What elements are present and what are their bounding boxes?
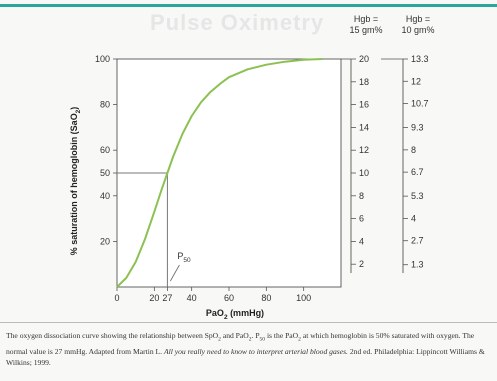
hgb15-header-line-1: Hgb = [354,14,378,24]
x-tick-label: 100 [296,293,311,303]
hgb10-header-line-1: Hgb = [406,14,430,24]
caption-sub-1: 2 [218,336,221,343]
caption-text-1: The oxygen dissociation curve showing th… [6,331,219,340]
caption-book-title: All you really need to know to interpret… [163,346,348,356]
hgb10-tick-label: 4 [411,213,416,223]
p50-pointer [170,264,180,282]
x-tick-label: 27 [162,293,172,303]
y-tick-label: 100 [95,54,110,64]
y-tick-label: 60 [100,145,110,155]
y-tick-label: 50 [100,168,110,178]
caption-divider [0,322,497,323]
x-tick-label: 80 [261,293,271,303]
p50-label: P50 [177,251,191,264]
x-tick-label: 40 [187,293,197,303]
hgb10-tick-label: 13.3 [411,54,429,64]
hgb15-tick-label: 2 [359,259,364,269]
hgb15-tick-label: 6 [359,214,364,224]
hgb10-tick-label: 9.3 [411,123,424,133]
hgb15-tick-label: 10 [359,168,369,178]
hgb15-tick-label: 12 [359,145,369,155]
hgb10-header-line-2: 10 gm% [401,25,434,35]
caption-sub-3: 50 [259,336,266,343]
y-axis-hgb-15: 20 18 16 14 12 10 8 6 4 2 Hgb =15 gm% [349,14,383,273]
header-rule [0,4,497,7]
saturation-curve-0 [116,58,323,288]
caption-sub-4: 2 [298,336,301,343]
background-title: Pulse Oximetry [150,10,325,35]
y-tick-label: 80 [100,100,110,110]
hgb15-tick-label: 14 [359,122,369,132]
hgb10-tick-label: 6.7 [411,167,424,177]
y-axis-title: % saturation of hemoglobin (SaO2) [69,107,82,256]
hgb15-tick-label: 20 [359,54,369,64]
hgb10-tick-label: 12 [411,76,421,86]
hgb15-tick-label: 16 [359,100,369,110]
p50-reference-lines [117,172,168,287]
y-tick-label: 20 [100,236,110,246]
hgb10-tick-label: 1.3 [411,260,424,270]
x-axis: 0 20 27 40 60 80 100 PaO2 (mmHg) [114,287,311,321]
hgb10-tick-label: 5.3 [411,191,424,201]
caption-text-3: . P [251,331,260,340]
x-tick-label: 0 [114,293,119,303]
hgb10-tick-label: 8 [411,145,416,155]
hgb15-header-line-2: 15 gm% [349,25,382,35]
hgb10-tick-label: 2.7 [411,236,424,246]
figure-caption: The oxygen dissociation curve showing th… [6,330,494,368]
hgb15-tick-label: 4 [359,236,364,246]
dissociation-curve [116,58,323,288]
x-tick-label: 60 [224,293,234,303]
caption-text-5: at which hemoglobin is 50% saturated wit… [6,331,475,356]
x-tick-label: 20 [149,293,159,303]
hgb15-tick-label: 8 [359,191,364,201]
y-axis-left: 20 40 50 60 80 100 % saturation of hemoglobin … [69,54,117,255]
caption-text-2: and PaO [220,331,249,340]
annotations: P50 [170,251,191,282]
caption-text-4: is the PaO [265,331,299,340]
x-axis-title: PaO2 (mmHg) [206,308,264,321]
caption-text-6: 2nd ed. Philadelphia: Lippincott William… [6,346,485,367]
y-axis-hgb-10: 13.3 12 10.7 9.3 8 6.7 5.3 4 2.7 1.3 Hgb =10 gm% [401,14,435,273]
hgb15-tick-label: 18 [359,77,369,87]
caption-sub-2: 2 [248,336,252,343]
hgb10-tick-label: 10.7 [411,99,429,109]
y-tick-label: 40 [100,191,110,201]
